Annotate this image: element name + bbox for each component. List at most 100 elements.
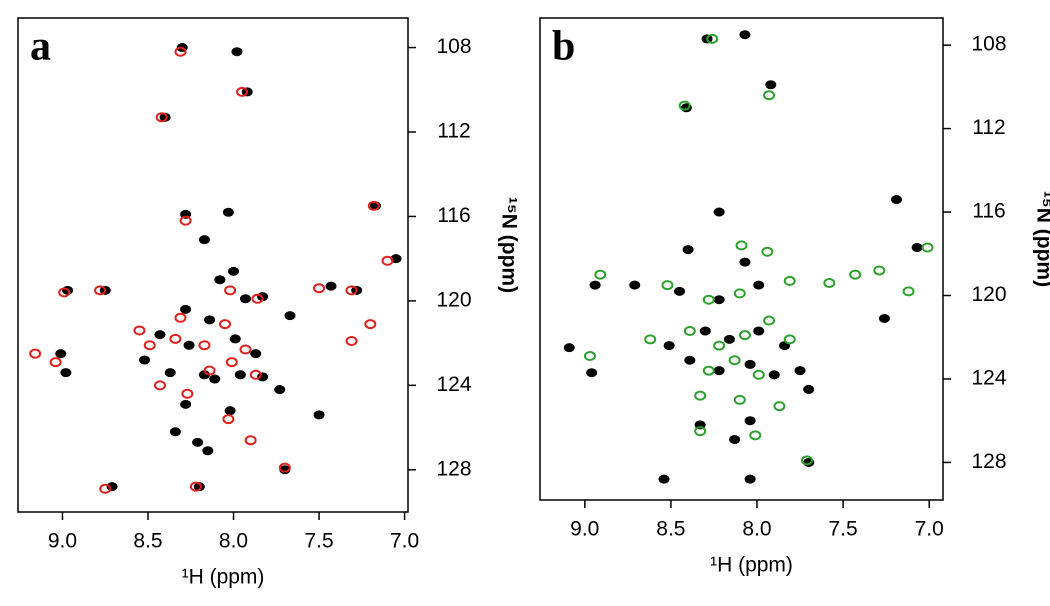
peak (313, 283, 326, 294)
peak (661, 280, 674, 291)
peak (744, 474, 756, 484)
peak (209, 374, 221, 384)
peak (823, 277, 836, 288)
panel-label: b (552, 24, 575, 70)
peak (174, 46, 187, 57)
x-tick-label: 9.0 (570, 518, 599, 541)
peak (765, 80, 777, 90)
y-tick-label: 108 (971, 33, 1006, 56)
peak (768, 370, 780, 380)
peak (723, 334, 735, 344)
peak (244, 435, 257, 446)
peak (99, 483, 112, 494)
y-tick-label: 112 (437, 120, 470, 143)
peak (192, 437, 204, 447)
peak (174, 312, 187, 323)
peak (738, 330, 751, 341)
y-tick-label: 116 (972, 200, 1005, 223)
peak (345, 285, 358, 296)
peak (214, 275, 226, 285)
peak (60, 368, 72, 378)
peak (228, 266, 240, 276)
peak (713, 340, 726, 351)
peak (911, 243, 923, 253)
peak (803, 384, 815, 394)
peak (702, 365, 715, 376)
peak (783, 334, 796, 345)
peak (139, 355, 151, 365)
peak (849, 269, 862, 280)
y-tick-label: 108 (436, 35, 471, 58)
y-tick-label: 112 (972, 116, 1005, 139)
peak (234, 370, 246, 380)
peak (236, 86, 249, 97)
peak (744, 359, 756, 369)
peak (744, 416, 756, 426)
peak (222, 207, 234, 217)
peak (735, 240, 748, 251)
peak (180, 399, 192, 409)
peak (325, 281, 337, 291)
x-tick-label: 8.0 (742, 518, 771, 541)
peak (563, 343, 575, 353)
peak (229, 334, 241, 344)
peak (783, 275, 796, 286)
peak (153, 380, 166, 391)
peak (231, 47, 243, 57)
peak (164, 368, 176, 378)
peak (313, 410, 325, 420)
peak (203, 365, 216, 376)
peak (189, 481, 202, 492)
peak (749, 430, 762, 441)
peak (800, 455, 813, 466)
peak (752, 369, 765, 380)
peak (763, 315, 776, 326)
peak (594, 269, 607, 280)
peak (683, 325, 696, 336)
peak (278, 462, 291, 473)
peak (179, 215, 192, 226)
peak (713, 366, 725, 376)
y-tick-label: 124 (436, 373, 471, 396)
peak (921, 242, 934, 253)
peak (284, 311, 296, 321)
x-tick-label: 7.5 (829, 518, 858, 541)
peak (154, 330, 166, 340)
y-axis-title: ¹⁵N (ppm) (1032, 191, 1050, 287)
peak (133, 325, 146, 336)
x-tick-label: 8.5 (133, 530, 162, 553)
peak (224, 285, 237, 296)
peak (222, 414, 235, 425)
peak (878, 313, 890, 323)
peak (224, 406, 236, 416)
peak (345, 336, 358, 346)
plot-frame (539, 17, 944, 501)
peak (702, 294, 715, 305)
peak (586, 368, 598, 378)
peak (58, 287, 71, 298)
peak (902, 286, 915, 297)
peak (873, 265, 886, 276)
peak (682, 245, 694, 255)
peak (753, 326, 765, 336)
peak (794, 366, 806, 376)
y-axis-title: ¹⁵N (ppm) (497, 197, 520, 293)
peak (251, 293, 264, 304)
peak (239, 344, 252, 355)
peak (183, 340, 195, 350)
x-axis-title: ¹H (ppm) (182, 566, 265, 589)
peak (143, 340, 156, 351)
x-tick-label: 7.0 (390, 530, 419, 553)
x-axis-title: ¹H (ppm) (710, 554, 793, 577)
peak (218, 319, 231, 330)
peak (204, 315, 216, 325)
x-tick-label: 9.0 (48, 530, 77, 553)
x-tick-label: 8.0 (219, 530, 248, 553)
peak (94, 285, 107, 296)
peak (155, 112, 168, 123)
peak (181, 388, 194, 399)
peak (761, 246, 774, 257)
peak (684, 355, 696, 365)
